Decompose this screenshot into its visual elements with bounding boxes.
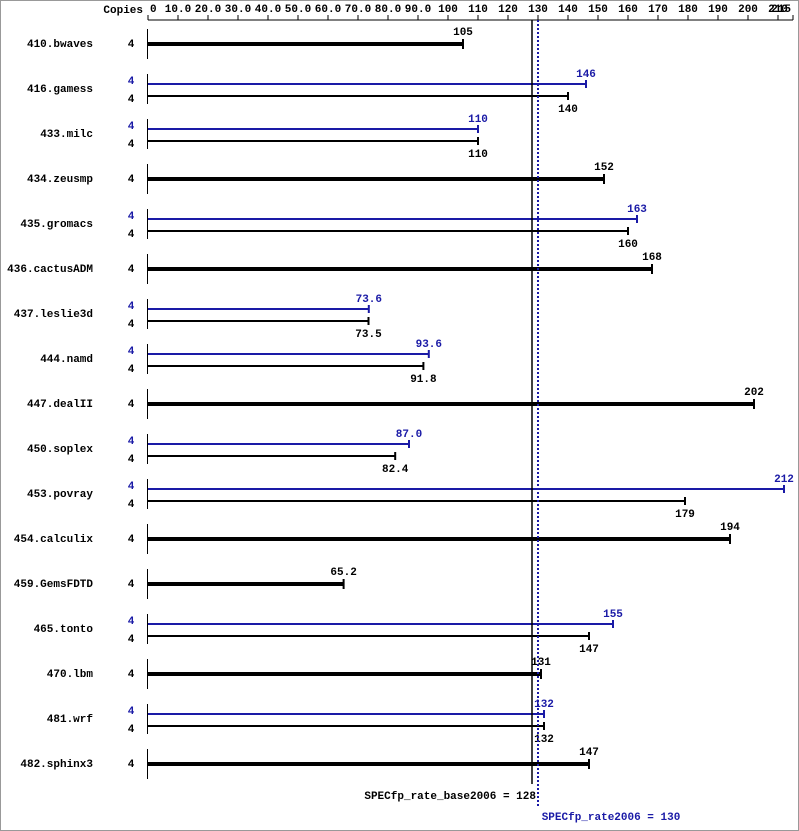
copies-label: 4 [128,39,135,51]
benchmark-label: 470.lbm [47,669,94,681]
x-tick-label: 50.0 [285,4,311,16]
value-label: 152 [594,162,614,174]
benchmark-label: 410.bwaves [27,39,93,51]
x-tick-label: 70.0 [345,4,371,16]
benchmark-label: 416.gamess [27,84,93,96]
value-label: 140 [558,104,578,116]
x-tick-label: 190 [708,4,728,16]
value-label: 105 [453,27,473,39]
value-label: 65.2 [330,567,356,579]
value-label: 202 [744,387,764,399]
benchmark-label: 482.sphinx3 [20,759,93,771]
copies-label: 4 [128,399,135,411]
value-label: 82.4 [382,464,409,476]
benchmark-label: 454.calculix [14,534,94,546]
value-label: 131 [531,657,551,669]
reference-label: SPECfp_rate_base2006 = 128 [364,791,536,803]
value-label: 147 [579,747,599,759]
copies-label: 4 [128,301,135,313]
copies-label: 4 [128,94,135,106]
x-tick-label: 140 [558,4,578,16]
x-tick-label: 210 [768,4,788,16]
x-tick-label: 130 [528,4,548,16]
copies-label: 4 [128,121,135,133]
x-tick-label: 20.0 [195,4,221,16]
x-tick-label: 30.0 [225,4,251,16]
benchmark-label: 444.namd [40,354,93,366]
benchmark-label: 453.povray [27,489,93,501]
copies-label: 4 [128,634,135,646]
value-label: 155 [603,609,623,621]
x-tick-label: 100 [438,4,458,16]
x-tick-label: 0 [150,4,157,16]
benchmark-label: 436.cactusADM [7,264,93,276]
x-tick-label: 200 [738,4,758,16]
copies-label: 4 [128,211,135,223]
value-label: 147 [579,644,599,656]
benchmark-label: 435.gromacs [20,219,93,231]
x-tick-label: 40.0 [255,4,281,16]
x-tick-label: 180 [678,4,698,16]
benchmark-label: 434.zeusmp [27,174,93,186]
x-tick-label: 10.0 [165,4,191,16]
value-label: 163 [627,204,647,216]
x-tick-label: 90.0 [405,4,431,16]
copies-label: 4 [128,534,135,546]
x-tick-label: 215 [771,4,791,16]
value-label: 194 [720,522,740,534]
copies-label: 4 [128,436,135,448]
copies-label: 4 [128,454,135,466]
value-label: 146 [576,69,596,81]
reference-label: SPECfp_rate2006 = 130 [542,812,681,824]
value-label: 93.6 [416,339,442,351]
copies-label: 4 [128,139,135,151]
copies-label: 4 [128,724,135,736]
copies-label: 4 [128,174,135,186]
value-label: 73.6 [356,294,382,306]
value-label: 110 [468,149,488,161]
benchmark-label: 465.tonto [34,624,94,636]
benchmark-label: 433.milc [40,129,93,141]
copies-label: 4 [128,346,135,358]
copies-label: 4 [128,706,135,718]
x-tick-label: 150 [588,4,608,16]
value-label: 110 [468,114,488,126]
value-label: 73.5 [355,329,382,341]
benchmark-label: 450.soplex [27,444,93,456]
copies-label: 4 [128,364,135,376]
copies-label: 4 [128,669,135,681]
copies-label: 4 [128,481,135,493]
value-label: 179 [675,509,695,521]
copies-label: 4 [128,759,135,771]
copies-label: 4 [128,579,135,591]
copies-header: Copies [103,5,143,17]
value-label: 91.8 [410,374,437,386]
copies-label: 4 [128,229,135,241]
value-label: 132 [534,699,554,711]
value-label: 212 [774,474,794,486]
value-label: 168 [642,252,662,264]
benchmark-label: 481.wrf [47,714,94,726]
benchmark-label: 459.GemsFDTD [14,579,94,591]
x-tick-label: 60.0 [315,4,341,16]
copies-label: 4 [128,76,135,88]
x-tick-label: 120 [498,4,518,16]
copies-label: 4 [128,616,135,628]
x-tick-label: 160 [618,4,638,16]
x-tick-label: 80.0 [375,4,401,16]
value-label: 87.0 [396,429,422,441]
benchmark-label: 447.dealII [27,399,93,411]
copies-label: 4 [128,499,135,511]
value-label: 160 [618,239,638,251]
copies-label: 4 [128,319,135,331]
value-label: 132 [534,734,554,746]
x-tick-label: 170 [648,4,668,16]
x-tick-label: 110 [468,4,488,16]
benchmark-label: 437.leslie3d [14,309,93,321]
copies-label: 4 [128,264,135,276]
